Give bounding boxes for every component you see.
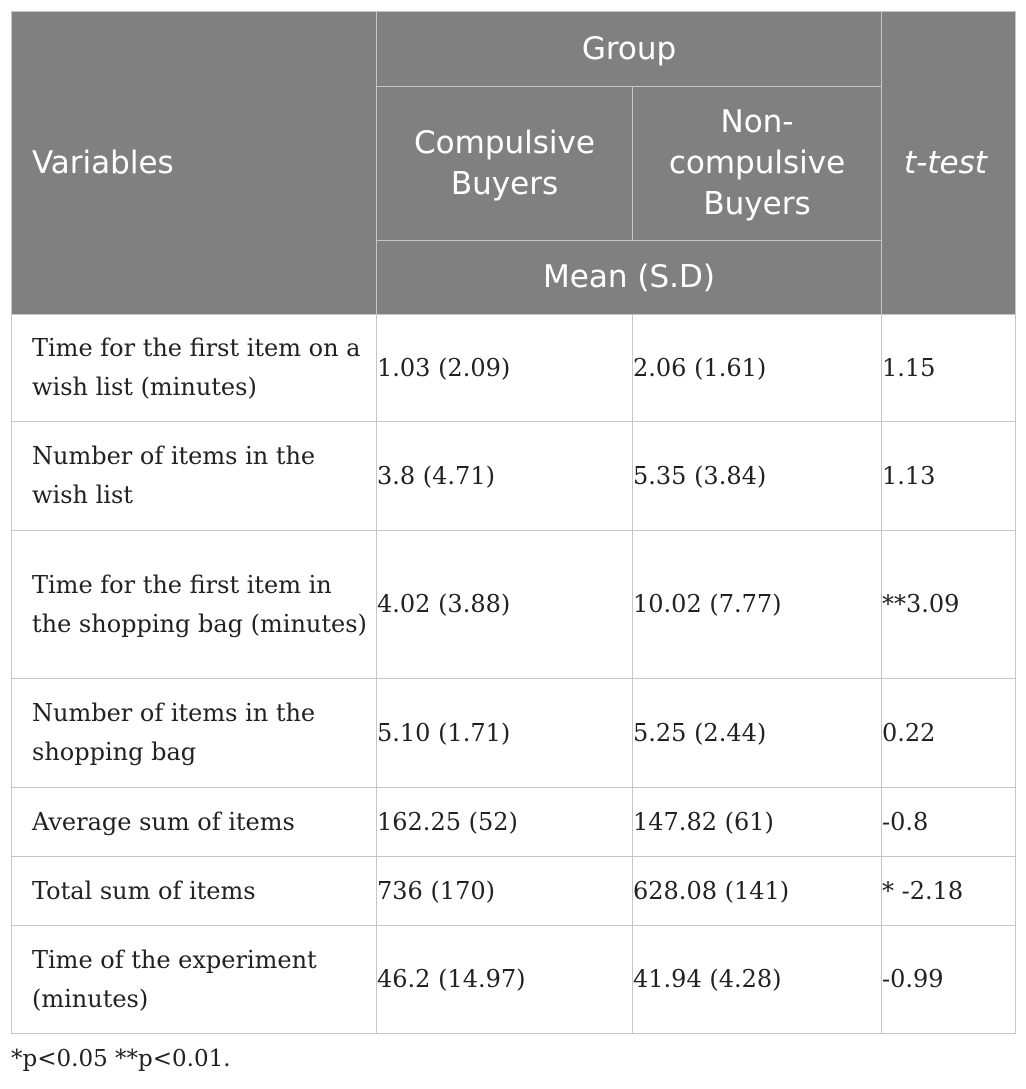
- row-label: Time for the first item on a wish list (…: [11, 314, 377, 422]
- table-row: Number of items in the wish list 3.8 (4.…: [11, 421, 1017, 531]
- cell-ttest: **3.09: [881, 530, 1017, 679]
- cell-non-compulsive: 2.06 (1.61): [631, 314, 883, 422]
- table-header: Variables Group t-test Compulsive Buyers…: [11, 11, 1017, 315]
- header-compulsive-buyers: Compulsive Buyers: [376, 86, 633, 241]
- table-container: Variables Group t-test Compulsive Buyers…: [11, 11, 1017, 1034]
- row-label: Number of items in the shopping bag: [11, 678, 377, 788]
- table-row: Average sum of items 162.25 (52) 147.82 …: [11, 787, 1017, 857]
- cell-non-compulsive: 628.08 (141): [631, 856, 883, 926]
- cell-ttest: -0.99: [881, 925, 1017, 1034]
- cell-ttest: * -2.18: [881, 856, 1017, 926]
- cell-compulsive: 5.10 (1.71): [376, 678, 633, 788]
- header-non-compulsive-buyers: Non-compulsive Buyers: [631, 86, 883, 241]
- row-label: Number of items in the wish list: [11, 421, 377, 531]
- cell-non-compulsive: 10.02 (7.77): [631, 530, 883, 679]
- cell-ttest: 1.15: [881, 314, 1017, 422]
- cell-compulsive: 46.2 (14.97): [376, 925, 633, 1034]
- cell-compulsive: 1.03 (2.09): [376, 314, 633, 422]
- table-row: Time of the experiment (minutes) 46.2 (1…: [11, 925, 1017, 1034]
- cell-compulsive: 3.8 (4.71): [376, 421, 633, 531]
- cell-non-compulsive: 41.94 (4.28): [631, 925, 883, 1034]
- row-label: Total sum of items: [11, 856, 377, 926]
- table-row: Time for the first item in the shopping …: [11, 530, 1017, 679]
- row-label: Time for the first item in the shopping …: [11, 530, 377, 679]
- table-row: Number of items in the shopping bag 5.10…: [11, 678, 1017, 788]
- table-row: Time for the first item on a wish list (…: [11, 314, 1017, 422]
- table-body: Time for the first item on a wish list (…: [11, 314, 1017, 1034]
- header-variables: Variables: [11, 11, 377, 315]
- cell-compulsive: 162.25 (52): [376, 787, 633, 857]
- cell-ttest: 0.22: [881, 678, 1017, 788]
- results-table: Variables Group t-test Compulsive Buyers…: [11, 11, 1017, 1034]
- cell-ttest: -0.8: [881, 787, 1017, 857]
- row-label: Average sum of items: [11, 787, 377, 857]
- cell-ttest: 1.13: [881, 421, 1017, 531]
- header-group: Group: [375, 11, 883, 87]
- header-mean-sd: Mean (S.D): [375, 240, 883, 315]
- table-footnote: *p<0.05 **p<0.01.: [11, 1046, 231, 1072]
- cell-non-compulsive: 147.82 (61): [631, 787, 883, 857]
- cell-non-compulsive: 5.25 (2.44): [631, 678, 883, 788]
- row-label: Time of the experiment (minutes): [11, 925, 377, 1034]
- cell-non-compulsive: 5.35 (3.84): [631, 421, 883, 531]
- cell-compulsive: 736 (170): [376, 856, 633, 926]
- header-ttest: t-test: [881, 11, 1017, 315]
- cell-compulsive: 4.02 (3.88): [376, 530, 633, 679]
- table-row: Total sum of items 736 (170) 628.08 (141…: [11, 856, 1017, 926]
